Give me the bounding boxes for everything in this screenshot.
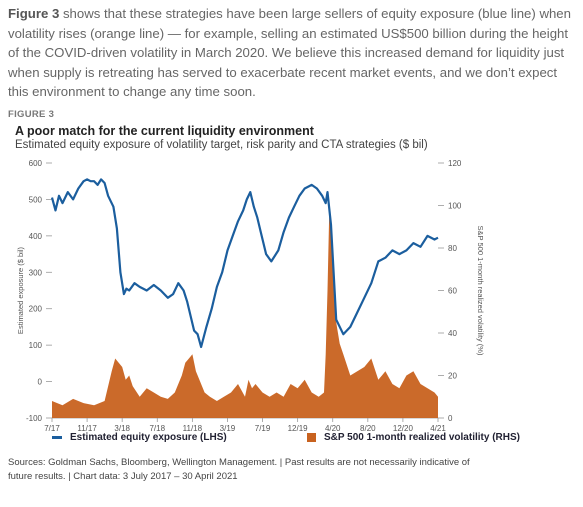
chart-title: A poor match for the current liquidity e… [15,124,314,138]
intro-text: shows that these strategies have been la… [8,6,571,99]
y2-tick-label: 20 [448,372,457,381]
x-tick-label: 11/18 [183,424,203,433]
sources-line-1: Sources: Goldman Sachs, Bloomberg, Welli… [8,457,470,468]
sources-note: Sources: Goldman Sachs, Bloomberg, Welli… [8,456,568,483]
legend-item-exposure: Estimated equity exposure (LHS) [52,432,227,443]
y2-tick-label: 0 [448,414,453,423]
x-tick-label: 7/19 [255,424,271,433]
series-volatility-area [52,214,438,418]
y2-axis-title: S&P 500 1-month realized volatility (%) [476,226,485,356]
y2-tick-label: 100 [448,202,462,211]
y2-tick-label: 120 [448,159,462,168]
x-tick-label: 4/21 [430,424,446,433]
x-tick-label: 11/17 [77,424,97,433]
y-tick-label: 0 [38,378,43,387]
legend: Estimated equity exposure (LHS) S&P 500 … [52,432,572,450]
y-tick-label: 500 [29,195,43,204]
legend-item-volatility: S&P 500 1-month realized volatility (RHS… [307,432,520,443]
y-tick-label: 600 [29,159,43,168]
figure-label: FIGURE 3 [8,109,55,120]
x-tick-label: 12/20 [393,424,414,433]
y-tick-label: 200 [29,305,43,314]
x-tick-label: 8/20 [360,424,376,433]
x-tick-label: 12/19 [288,424,309,433]
y-tick-label: 400 [29,232,43,241]
y-tick-label: -100 [26,414,43,423]
legend-swatch-exposure [52,436,62,439]
x-tick-label: 4/20 [325,424,341,433]
y2-tick-label: 60 [448,287,457,296]
x-tick-label: 3/18 [114,424,130,433]
y-axis-title: Estimated exposure ($ bil) [16,246,25,334]
sources-line-2: future results. | Chart data: 3 July 201… [8,470,238,482]
legend-swatch-volatility [307,433,316,442]
x-tick-label: 7/18 [149,424,165,433]
legend-label-exposure: Estimated equity exposure (LHS) [70,432,227,443]
x-tick-label: 3/19 [220,424,236,433]
x-tick-label: 7/17 [44,424,60,433]
legend-label-volatility: S&P 500 1-month realized volatility (RHS… [324,432,520,443]
y2-tick-label: 40 [448,329,457,338]
intro-lead: Figure 3 [8,6,60,21]
y2-tick-label: 80 [448,244,457,253]
y-tick-label: 300 [29,268,43,277]
y-tick-label: 100 [29,341,43,350]
intro-paragraph: Figure 3 shows that these strategies hav… [8,4,576,102]
chart-subtitle: Estimated equity exposure of volatility … [15,139,428,151]
series-exposure-line [50,178,439,349]
